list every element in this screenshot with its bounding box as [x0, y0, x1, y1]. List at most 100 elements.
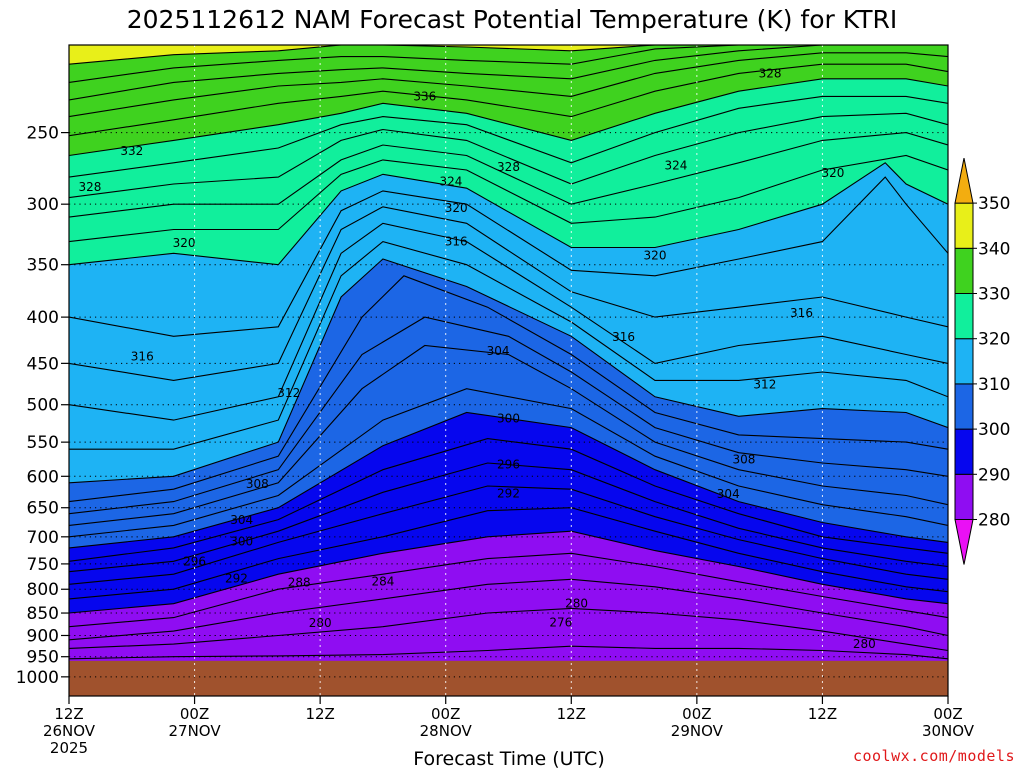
colorbar-label: 290 [978, 465, 1010, 485]
band-312 [69, 223, 948, 450]
band-320 [69, 155, 948, 265]
colorbar-label: 340 [978, 239, 1010, 259]
contour-label: 292 [497, 487, 520, 501]
y-tick-label: 500 [27, 396, 59, 416]
contour-label: 280 [853, 637, 876, 651]
isentrope-320 [69, 162, 948, 266]
colorbar-segment [954, 338, 974, 385]
contour-label: 312 [277, 386, 300, 400]
contour-label: 288 [288, 575, 311, 589]
contour-labels: 328 336 332 328 324 320 328 324 320 316 320 320 316 3… [78, 66, 875, 651]
chart-title: 2025112612 NAM Forecast Potential Temper… [127, 5, 897, 34]
x-tick-date: 26NOV [43, 722, 96, 740]
contour-label: 320 [173, 236, 196, 250]
contour-label: 304 [717, 487, 740, 501]
band-302 [69, 345, 948, 537]
isentrope-314 [69, 222, 948, 421]
y-axis: 2503003504004505005506006507007508008509… [16, 124, 69, 688]
y-tick-label: 300 [27, 195, 59, 215]
band-314 [69, 206, 948, 421]
band-292 [69, 486, 948, 599]
isentrope-302 [69, 388, 948, 538]
colorbar-label: 350 [978, 194, 1010, 214]
colorbar-segment [954, 428, 974, 475]
x-tick-label: 00Z [682, 705, 711, 723]
band-324 [69, 113, 948, 218]
isentrope-288 [69, 552, 948, 628]
isentrope-310 [69, 258, 948, 484]
band-318 [69, 162, 948, 337]
isentrope-332 [69, 63, 948, 137]
isentrope-340 [69, 45, 948, 65]
isentrope-328 [69, 95, 948, 178]
y-tick-label: 600 [27, 467, 59, 487]
contour-label: 332 [120, 144, 143, 158]
contour-label: 300 [497, 412, 520, 426]
x-tick-year: 2025 [50, 739, 88, 757]
contour-label: 336 [413, 89, 436, 103]
isentrope-298 [69, 438, 948, 562]
isentrope-306 [69, 316, 948, 515]
y-tick-label: 1000 [16, 668, 59, 688]
ground-rect [69, 660, 948, 696]
y-tick-label: 900 [27, 626, 59, 646]
isentrope-284 [69, 607, 948, 652]
band-284 [69, 579, 948, 651]
contour-label: 316 [131, 349, 154, 363]
isentrope-308 [69, 275, 948, 503]
x-tick-date: 27NOV [169, 722, 222, 740]
band-328 [69, 78, 948, 178]
y-tick-label: 850 [27, 604, 59, 624]
band-332 [69, 52, 948, 136]
colorbar: 280 290 300 310 320 330 340 350 [954, 158, 1010, 565]
y-tick-label: 250 [27, 124, 59, 144]
y-tick-label: 750 [27, 555, 59, 575]
x-tick-date: 28NOV [420, 722, 473, 740]
y-tick-label: 950 [27, 648, 59, 668]
colorbar-label: 330 [978, 285, 1010, 305]
band-288 [69, 531, 948, 627]
contour-fills [69, 45, 948, 696]
contour-label: 300 [230, 534, 253, 548]
x-tick-label: 12Z [54, 705, 83, 723]
contour-label: 328 [78, 180, 101, 194]
band-310 [69, 241, 948, 483]
contour-label: 320 [821, 166, 844, 180]
x-tick-date: 29NOV [671, 722, 724, 740]
isentrope-316 [69, 206, 948, 381]
y-tick-label: 700 [27, 528, 59, 548]
band-316 [69, 177, 948, 381]
isentrope-296 [69, 462, 948, 573]
contour-label: 296 [183, 554, 206, 568]
contour-label: 320 [445, 201, 468, 215]
contour-label: 324 [664, 159, 687, 173]
contour-label: 328 [759, 66, 782, 80]
plot-frame [68, 44, 949, 697]
isentrope-lines [69, 45, 948, 660]
band-286 [69, 553, 948, 640]
x-tick-label: 00Z [431, 705, 460, 723]
contour-label: 292 [225, 571, 248, 585]
colorbar-label: 280 [978, 511, 1010, 531]
colorbar-high-arrow [954, 158, 974, 204]
contour-label: 328 [497, 160, 520, 174]
colorbar-segment [954, 383, 974, 430]
x-tick-label: 12Z [305, 705, 334, 723]
y-tick-label: 550 [27, 433, 59, 453]
x-tick-label: 12Z [808, 705, 837, 723]
contour-label: 280 [565, 597, 588, 611]
contour-label: 276 [549, 616, 572, 630]
contour-label: 320 [644, 249, 667, 263]
y-tick-label: 650 [27, 499, 59, 519]
contour-label: 284 [371, 574, 394, 588]
contour-label: 316 [790, 306, 813, 320]
contour-label: 312 [753, 378, 776, 392]
y-tick-label: 400 [27, 308, 59, 328]
isentrope-318 [69, 176, 948, 337]
band-298 [69, 412, 948, 562]
band-282 [69, 608, 948, 659]
contour-label: 324 [439, 174, 462, 188]
band-290 [69, 507, 948, 613]
isentrope-330 [69, 78, 948, 157]
y-tick-label: 450 [27, 354, 59, 374]
